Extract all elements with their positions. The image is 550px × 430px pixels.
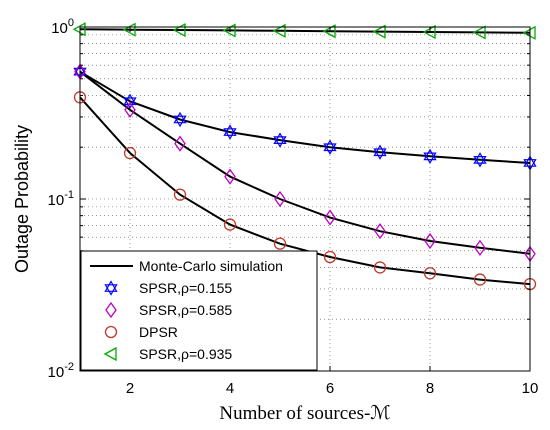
- simulation-curve: [79, 70, 531, 164]
- data-point-hexagram: [373, 144, 387, 160]
- x-tick-label: 10: [522, 380, 539, 397]
- y-tick-label: 100: [51, 17, 74, 37]
- simulation-curve: [79, 28, 531, 34]
- data-point-hexagram: [173, 111, 187, 128]
- simulation-curves: [79, 28, 531, 286]
- legend-label: DPSR: [139, 324, 178, 340]
- data-point-diamond: [424, 232, 436, 250]
- data-point-hexagram: [323, 139, 337, 155]
- data-point-hexagram: [223, 124, 237, 140]
- axis-ticks: 2 4 6 8 10 100 10-1 10-2: [48, 17, 539, 397]
- data-point-hexagram: [273, 132, 287, 148]
- data-point-circle: [423, 267, 437, 280]
- data-point-triangle-left: [372, 24, 386, 39]
- data-point-circle: [323, 250, 337, 264]
- data-point-diamond: [374, 223, 386, 240]
- y-tick-label: 10-2: [48, 361, 74, 381]
- legend-marker-circle: [104, 325, 118, 339]
- legend-entry: Monte-Carlo simulation: [90, 258, 283, 274]
- data-point-diamond: [474, 239, 486, 256]
- legend-marker-triangle-left: [103, 346, 117, 362]
- data-point-triangle-left: [472, 25, 486, 40]
- x-tick-label: 2: [126, 380, 134, 397]
- legend-box: [80, 250, 318, 371]
- x-tick-label: 6: [326, 380, 334, 397]
- legend-label: SPSR,ρ=0.155: [139, 280, 232, 296]
- data-point-hexagram: [423, 148, 437, 165]
- y-axis-label: Outage Probability: [12, 125, 32, 273]
- data-point-hexagram: [473, 152, 487, 168]
- legend-entry: DPSR: [104, 324, 178, 340]
- x-tick-label: 8: [426, 380, 434, 397]
- data-point-diamond: [124, 101, 136, 118]
- data-point-circle: [223, 218, 237, 231]
- legend-label: SPSR,ρ=0.935: [139, 346, 232, 362]
- legend-entry: SPSR,ρ=0.585: [105, 301, 232, 319]
- data-point-circle: [473, 273, 487, 286]
- legend-label: SPSR,ρ=0.585: [139, 302, 232, 318]
- data-point-diamond: [324, 209, 336, 226]
- legend-entry: SPSR,ρ=0.935: [103, 346, 232, 362]
- simulation-curve: [79, 70, 531, 255]
- legend-label: Monte-Carlo simulation: [139, 258, 283, 274]
- legend-marker-hexagram: [104, 280, 118, 296]
- data-point-circle: [173, 188, 187, 201]
- x-tick-label: 4: [226, 380, 234, 397]
- data-point-diamond: [174, 135, 186, 152]
- x-axis-label: Number of sources-ℳ: [219, 403, 390, 424]
- y-tick-label: 10-1: [48, 189, 74, 209]
- data-point-circle: [273, 237, 287, 250]
- data-point-circle: [373, 261, 387, 274]
- legend-entry: SPSR,ρ=0.155: [104, 280, 232, 296]
- legend: Monte-Carlo simulation SPSR,ρ=0.155 SPSR,ρ…: [80, 250, 318, 371]
- data-point-circle: [123, 146, 137, 160]
- legend-marker-diamond: [105, 301, 117, 319]
- data-point-diamond: [224, 168, 236, 185]
- data-point-hexagram: [123, 93, 137, 110]
- simulation-curve: [79, 96, 531, 286]
- data-point-triangle-left: [272, 23, 286, 38]
- data-point-diamond: [274, 190, 286, 208]
